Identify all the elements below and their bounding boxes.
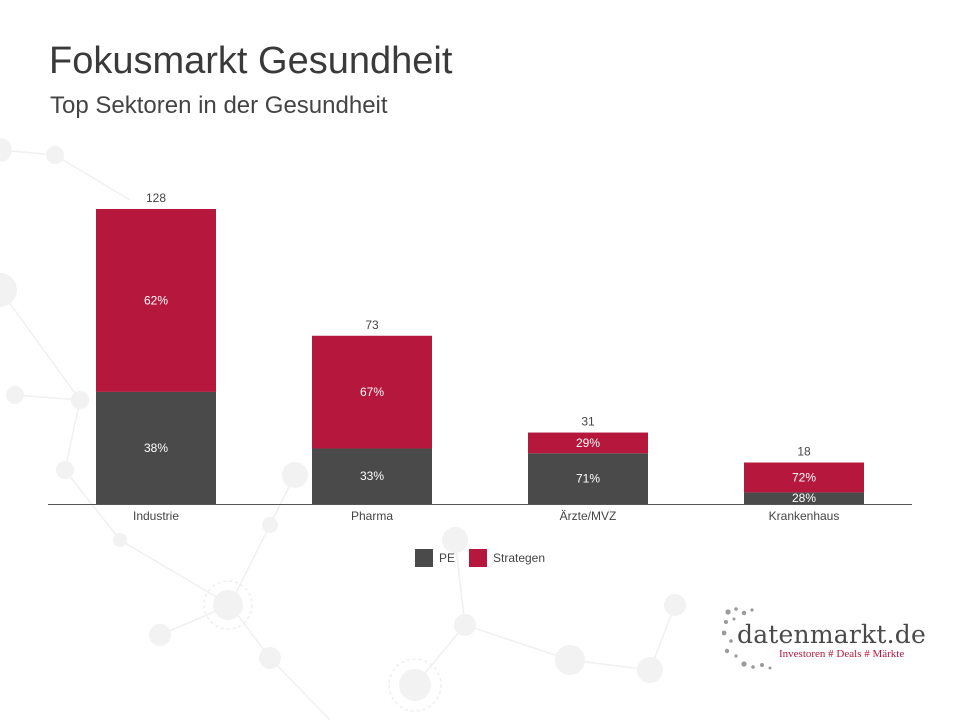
bar-label-strategen-3: 72% bbox=[792, 470, 816, 484]
bar-label-pe-0: 38% bbox=[144, 441, 168, 455]
bar-label-pe-1: 33% bbox=[360, 469, 384, 483]
bar-strategen-3 bbox=[744, 462, 864, 493]
bar-label-strategen-2: 29% bbox=[576, 436, 600, 450]
legend-swatch-pe bbox=[414, 549, 433, 567]
total-label-2: 31 bbox=[581, 415, 595, 429]
total-label-1: 73 bbox=[365, 318, 379, 332]
category-label-3: Krankenhaus bbox=[769, 509, 840, 523]
logo-tagline: Investoren # Deals # Märkte bbox=[779, 648, 905, 660]
legend-label-pe: PE bbox=[438, 551, 455, 565]
bar-pe-3 bbox=[744, 492, 864, 504]
legend-item-pe[interactable]: PE bbox=[414, 549, 455, 567]
legend-label-strategen: Strategen bbox=[492, 551, 546, 565]
chart-legend: PE Strategen bbox=[0, 549, 960, 567]
bar-pe-2 bbox=[528, 453, 648, 504]
category-label-1: Pharma bbox=[351, 509, 393, 523]
bar-pe-0 bbox=[96, 391, 216, 504]
bar-label-strategen-1: 67% bbox=[360, 385, 384, 399]
legend-item-strategen[interactable]: Strategen bbox=[468, 549, 546, 567]
bar-label-strategen-0: 62% bbox=[144, 293, 168, 307]
datenmarkt-logo: datenmarkt.de Investoren # Deals # Märkt… bbox=[722, 606, 926, 670]
total-label-3: 18 bbox=[797, 445, 811, 459]
bar-strategen-0 bbox=[96, 209, 216, 392]
logo-dots-icon bbox=[722, 607, 772, 670]
page-subtitle: Top Sektoren in der Gesundheit bbox=[50, 92, 388, 119]
category-label-0: Industrie bbox=[133, 509, 179, 523]
bar-strategen-2 bbox=[528, 432, 648, 454]
logo-name: datenmarkt.de bbox=[737, 620, 926, 649]
legend-swatch-strategen bbox=[468, 549, 487, 567]
bar-label-pe-3: 28% bbox=[792, 491, 816, 505]
page-title: Fokusmarkt Gesundheit bbox=[49, 40, 453, 82]
bar-pe-1 bbox=[312, 448, 432, 504]
total-label-0: 128 bbox=[146, 191, 166, 205]
bar-strategen-1 bbox=[312, 335, 432, 449]
bar-label-pe-2: 71% bbox=[576, 472, 600, 486]
category-label-2: Ärzte/MVZ bbox=[560, 509, 617, 523]
